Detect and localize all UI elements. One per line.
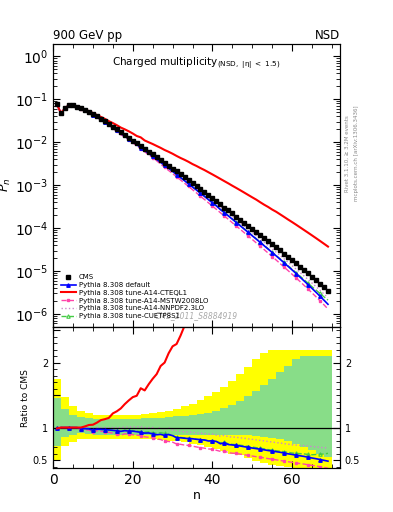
Text: Rivet 3.1.10, ≥ 3.2M events: Rivet 3.1.10, ≥ 3.2M events (345, 115, 350, 192)
X-axis label: n: n (193, 489, 200, 502)
Text: NSD: NSD (315, 29, 340, 42)
Text: Charged multiplicity$\mathregular{_{(NSD,\ |\eta|\ <\ 1.5)}}$: Charged multiplicity$\mathregular{_{(NSD… (112, 55, 281, 71)
Y-axis label: Ratio to CMS: Ratio to CMS (21, 369, 30, 426)
Text: CMS_2011_S8884919: CMS_2011_S8884919 (155, 311, 238, 319)
Text: 900 GeV pp: 900 GeV pp (53, 29, 122, 42)
Y-axis label: $P_n$: $P_n$ (0, 178, 13, 193)
Text: mcplots.cern.ch [arXiv:1306.3436]: mcplots.cern.ch [arXiv:1306.3436] (354, 106, 359, 201)
Legend: CMS, Pythia 8.308 default, Pythia 8.308 tune-A14-CTEQL1, Pythia 8.308 tune-A14-M: CMS, Pythia 8.308 default, Pythia 8.308 … (59, 273, 209, 321)
